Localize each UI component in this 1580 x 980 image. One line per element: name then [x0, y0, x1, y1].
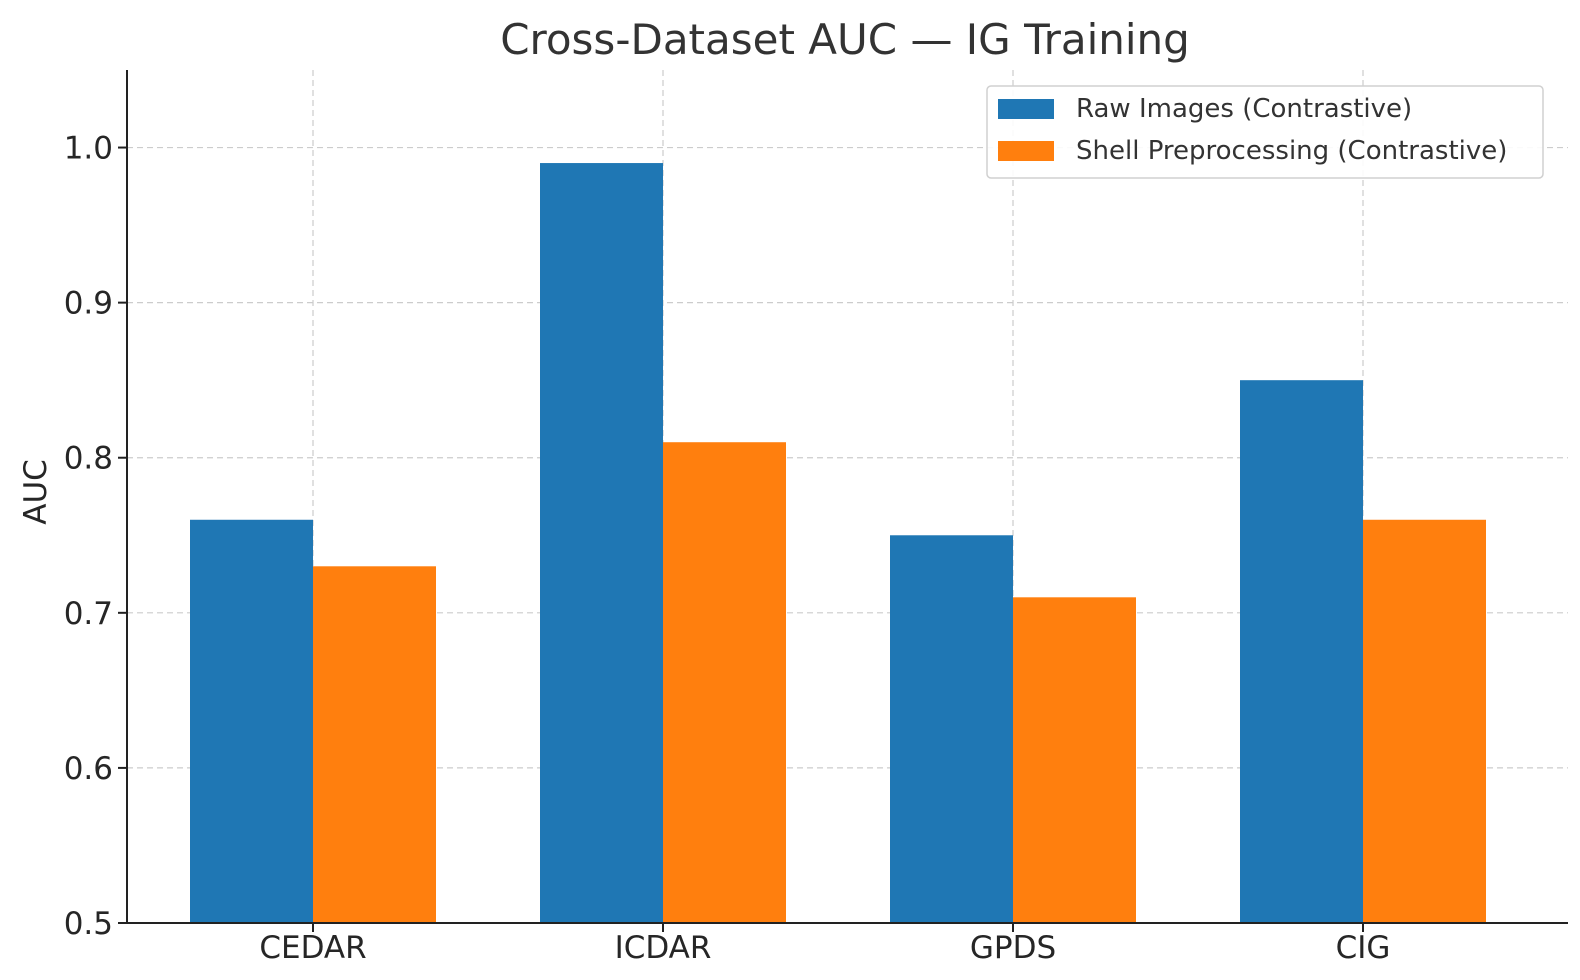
bar-icdar-series-2: [663, 442, 786, 923]
x-tick-label: CIG: [1336, 930, 1391, 966]
bar-gpds-series-2: [1013, 597, 1136, 923]
x-tick-label: CEDAR: [259, 930, 366, 966]
y-tick-label: 0.8: [64, 441, 113, 477]
y-tick-label: 0.9: [64, 286, 113, 322]
x-ticks: CEDAR ICDAR GPDS CIG: [259, 923, 1390, 966]
x-tick-label: GPDS: [970, 930, 1056, 966]
legend-label-2: Shell Preprocessing (Contrastive): [1076, 136, 1507, 166]
bars: [190, 163, 1486, 923]
x-tick-label: ICDAR: [615, 930, 712, 966]
bar-cig-series-1: [1240, 380, 1363, 923]
bar-icdar-series-1: [540, 163, 663, 923]
y-ticks: 0.5 0.6 0.7 0.8 0.9 1.0: [64, 131, 127, 942]
legend: Raw Images (Contrastive) Shell Preprocess…: [986, 85, 1544, 179]
y-tick-label: 1.0: [64, 131, 113, 167]
legend-frame: [986, 85, 1544, 179]
y-tick-label: 0.6: [64, 751, 113, 787]
legend-swatch-2: [998, 141, 1054, 161]
bar-cedar-series-2: [313, 566, 436, 923]
y-tick-label: 0.7: [64, 596, 113, 632]
legend-label-1: Raw Images (Contrastive): [1076, 94, 1412, 124]
legend-swatch-1: [998, 99, 1054, 119]
bar-gpds-series-1: [890, 535, 1013, 923]
y-axis-label: AUC: [18, 459, 54, 525]
chart-title: Cross-Dataset AUC — IG Training: [500, 15, 1190, 64]
y-tick-label: 0.5: [64, 906, 113, 942]
bar-cig-series-2: [1363, 519, 1486, 923]
bar-cedar-series-1: [190, 519, 313, 923]
